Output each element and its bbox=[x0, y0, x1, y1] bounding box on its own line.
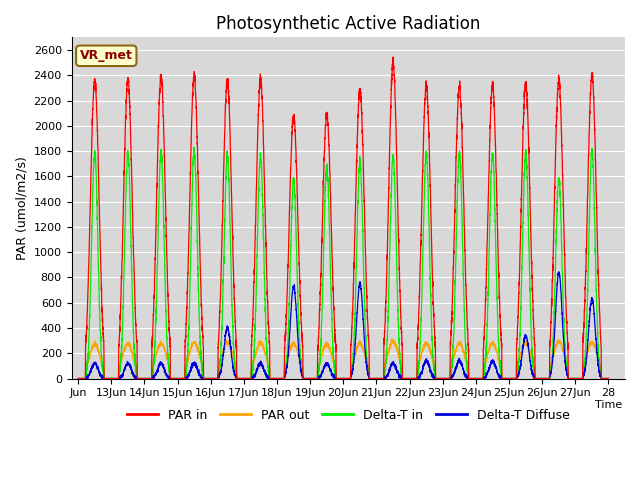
Y-axis label: PAR (umol/m2/s): PAR (umol/m2/s) bbox=[15, 156, 28, 260]
Legend: PAR in, PAR out, Delta-T in, Delta-T Diffuse: PAR in, PAR out, Delta-T in, Delta-T Dif… bbox=[122, 404, 575, 427]
Title: Photosynthetic Active Radiation: Photosynthetic Active Radiation bbox=[216, 15, 481, 33]
Text: VR_met: VR_met bbox=[80, 49, 132, 62]
